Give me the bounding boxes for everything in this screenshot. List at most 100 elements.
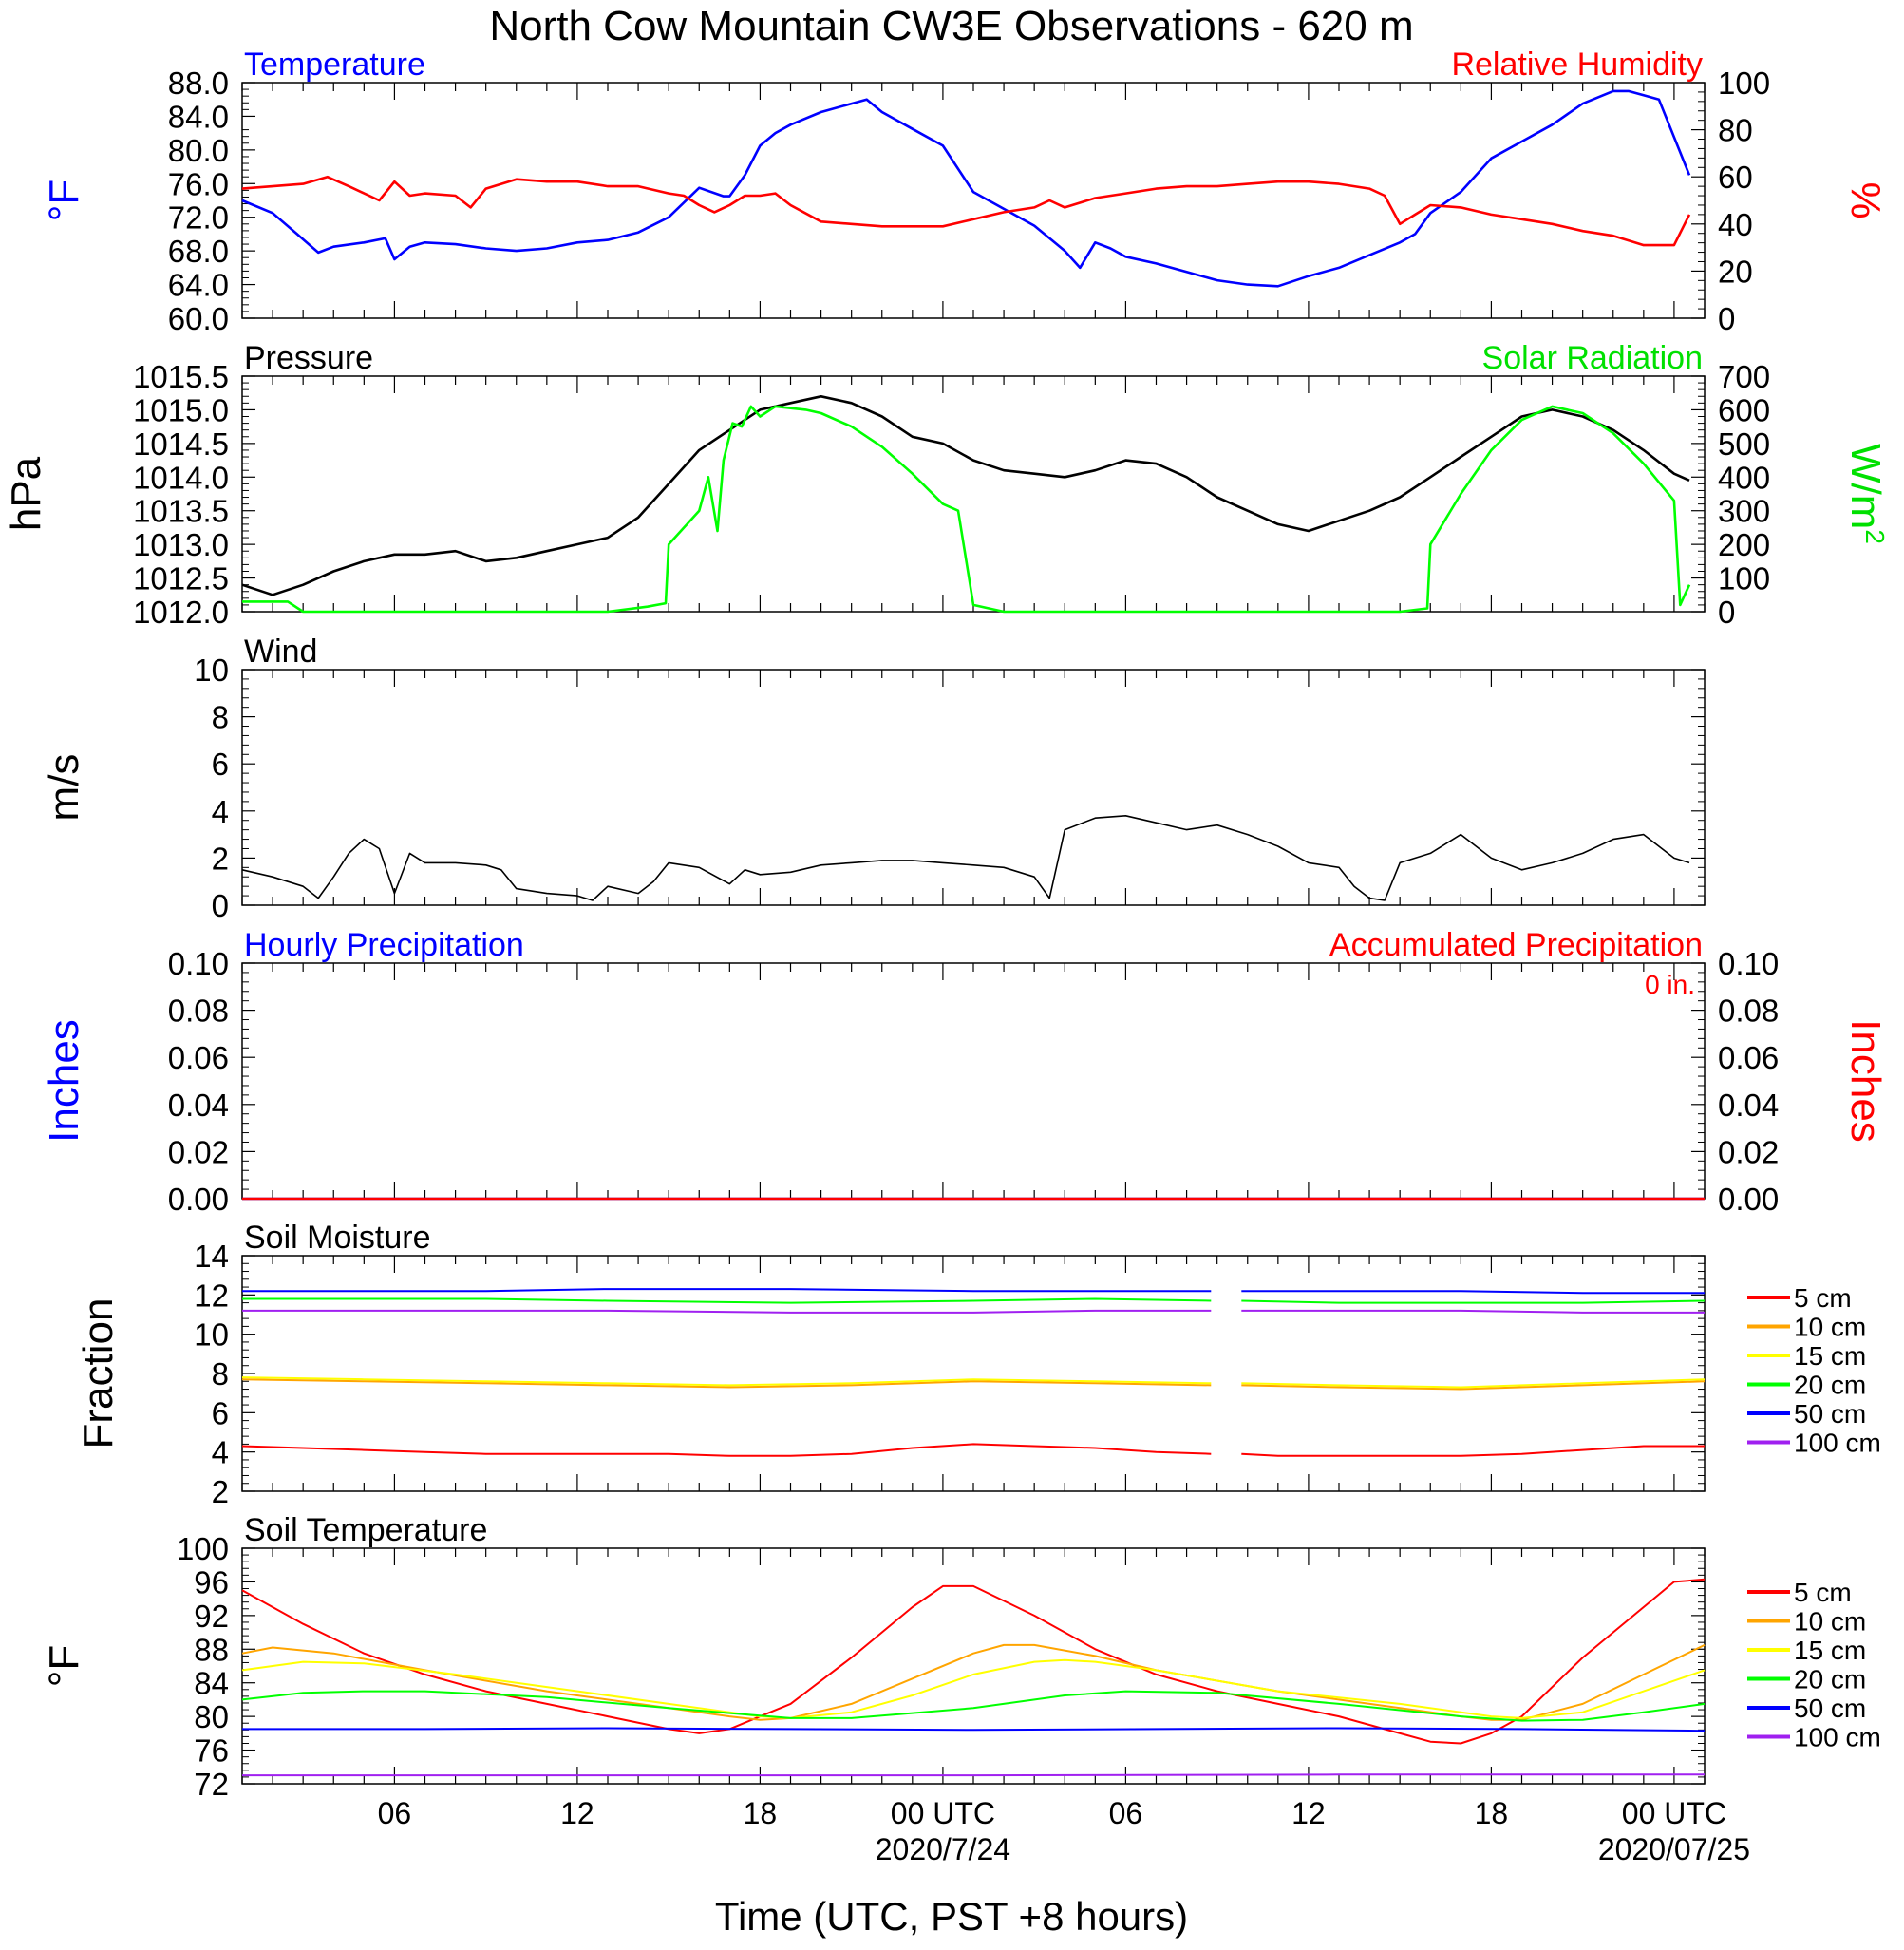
left-y-tick-label: 0.00 <box>168 1182 229 1217</box>
left-y-tick-label: 2 <box>212 1474 229 1509</box>
left-y-axis-label: m/s <box>41 754 87 822</box>
x-tick-label: 12 <box>1291 1796 1326 1830</box>
left-y-tick-label: 84 <box>194 1666 229 1701</box>
right-y-tick-label: 200 <box>1718 527 1770 562</box>
panel-temperature-humidity: 60.064.068.072.076.080.084.088.0 0 20 40 60 8… <box>41 47 1889 336</box>
left-y-tick-label: 8 <box>212 1356 229 1392</box>
legend-label: 5 cm <box>1794 1578 1852 1607</box>
left-y-axis-label: °F <box>41 180 87 221</box>
x-tick-label: 06 <box>378 1796 412 1830</box>
series-line <box>241 1378 1706 1391</box>
x-tick-label: 12 <box>560 1796 594 1830</box>
chart-panels: 60.064.068.072.076.080.084.088.002040608… <box>3 47 1891 1802</box>
series-line <box>242 1309 1705 1314</box>
series-line <box>242 1288 1705 1295</box>
right-y-axis: 0 20 40 60 80 100 <box>1691 66 1770 336</box>
legend-label: 20 cm <box>1794 1665 1866 1694</box>
right-y-tick-label: 500 <box>1718 426 1770 462</box>
x-tick-label: 06 <box>1109 1796 1143 1830</box>
panel-left-title: Pressure <box>244 340 373 376</box>
left-y-tick-label: 92 <box>194 1599 229 1634</box>
right-y-axis <box>1691 1255 1705 1492</box>
series-line <box>242 1727 1706 1732</box>
series-line <box>241 1443 1705 1457</box>
left-y-tick-label: 84.0 <box>168 99 229 134</box>
right-y-tick-label: 40 <box>1718 207 1753 242</box>
x-axis-label: Time (UTC, PST +8 hours) <box>715 1894 1188 1939</box>
right-y-tick-label: 0 <box>1718 595 1735 630</box>
right-y-tick-label: 0.02 <box>1718 1134 1779 1169</box>
right-y-axis <box>1691 669 1705 906</box>
right-y-tick-label: 0.00 <box>1718 1182 1779 1217</box>
panel-x-ticks <box>241 963 1706 1199</box>
x-tick-label: 00 UTC <box>1622 1796 1726 1830</box>
left-y-tick-label: 2 <box>212 841 229 876</box>
series-line <box>241 1690 1706 1722</box>
panel-left-title: Soil Temperature <box>244 1512 487 1548</box>
left-y-tick-label: 72 <box>194 1767 229 1802</box>
series-line <box>242 405 1691 614</box>
panel-wind: 0 2 4 6 8 10 Wind m/s <box>41 634 1706 923</box>
left-y-tick-label: 76 <box>194 1733 229 1769</box>
right-y-tick-label: 0 <box>1718 301 1735 336</box>
right-y-tick-label: 600 <box>1718 392 1770 427</box>
legend-label: 100 cm <box>1794 1723 1881 1752</box>
left-y-tick-label: 80 <box>194 1699 229 1734</box>
left-y-tick-label: 0.06 <box>168 1040 229 1075</box>
left-y-axis-label: Fraction <box>75 1298 122 1449</box>
panel-pressure-solar: 1012.01012.51013.01013.51014.01014.51015… <box>3 340 1891 630</box>
left-y-axis: 1012.01012.51013.01013.51014.01014.51015… <box>133 359 255 630</box>
left-y-tick-label: 14 <box>194 1239 229 1274</box>
right-y-tick-label: 0.04 <box>1718 1088 1779 1123</box>
left-y-tick-label: 68.0 <box>168 234 229 269</box>
x-tick-label: 00 UTC <box>891 1796 995 1830</box>
series-line <box>241 815 1690 901</box>
left-y-tick-label: 10 <box>194 1317 229 1353</box>
left-y-axis-label: °F <box>41 1645 87 1687</box>
right-y-axis-label: W/m2 <box>1842 444 1891 544</box>
panel-right-title: Solar Radiation <box>1482 340 1703 376</box>
left-y-tick-label: 60.0 <box>168 301 229 336</box>
panel-left-title: Wind <box>244 634 317 670</box>
left-y-tick-label: 100 <box>177 1531 229 1566</box>
left-y-tick-label: 8 <box>212 700 229 735</box>
left-y-tick-label: 76.0 <box>168 166 229 201</box>
right-y-tick-label: 0.08 <box>1718 994 1779 1029</box>
right-y-tick-label: 400 <box>1718 460 1770 495</box>
left-y-tick-label: 1014.0 <box>133 460 229 495</box>
right-y-axis-label: % <box>1842 181 1889 218</box>
left-y-tick-label: 0.04 <box>168 1088 229 1123</box>
panel-precipitation: 0.00 0.02 0.04 0.06 0.08 0.10 0.00 0.02 0.04 0.06… <box>41 927 1889 1217</box>
left-y-axis: 0.00 0.02 0.04 0.06 0.08 0.10 <box>168 946 255 1217</box>
right-y-tick-label: 700 <box>1718 359 1770 394</box>
panel-annotation: 0 in. <box>1645 970 1695 999</box>
series-line <box>241 89 1691 288</box>
panel-series <box>241 815 1690 901</box>
right-y-tick-label: 80 <box>1718 113 1753 148</box>
right-y-tick-label: 60 <box>1718 160 1753 195</box>
series-line <box>241 175 1691 247</box>
left-y-tick-label: 1013.0 <box>133 527 229 562</box>
left-y-tick-label: 1014.5 <box>133 426 229 462</box>
left-y-tick-label: 0.08 <box>168 994 229 1029</box>
left-y-tick-label: 1015.0 <box>133 392 229 427</box>
left-y-tick-label: 4 <box>212 794 229 829</box>
panel-x-ticks <box>241 670 1706 905</box>
right-y-tick-label: 0.10 <box>1718 946 1779 981</box>
right-y-tick-label: 0.06 <box>1718 1040 1779 1075</box>
left-y-tick-label: 0.02 <box>168 1134 229 1169</box>
right-y-axis-label: Inches <box>1842 1019 1889 1143</box>
series-line <box>242 1297 1706 1304</box>
legend-label: 10 cm <box>1794 1607 1866 1637</box>
left-y-tick-label: 0 <box>212 888 229 923</box>
left-y-axis-label: hPa <box>3 456 49 531</box>
panel-x-ticks <box>241 376 1706 612</box>
series-line <box>241 395 1690 596</box>
